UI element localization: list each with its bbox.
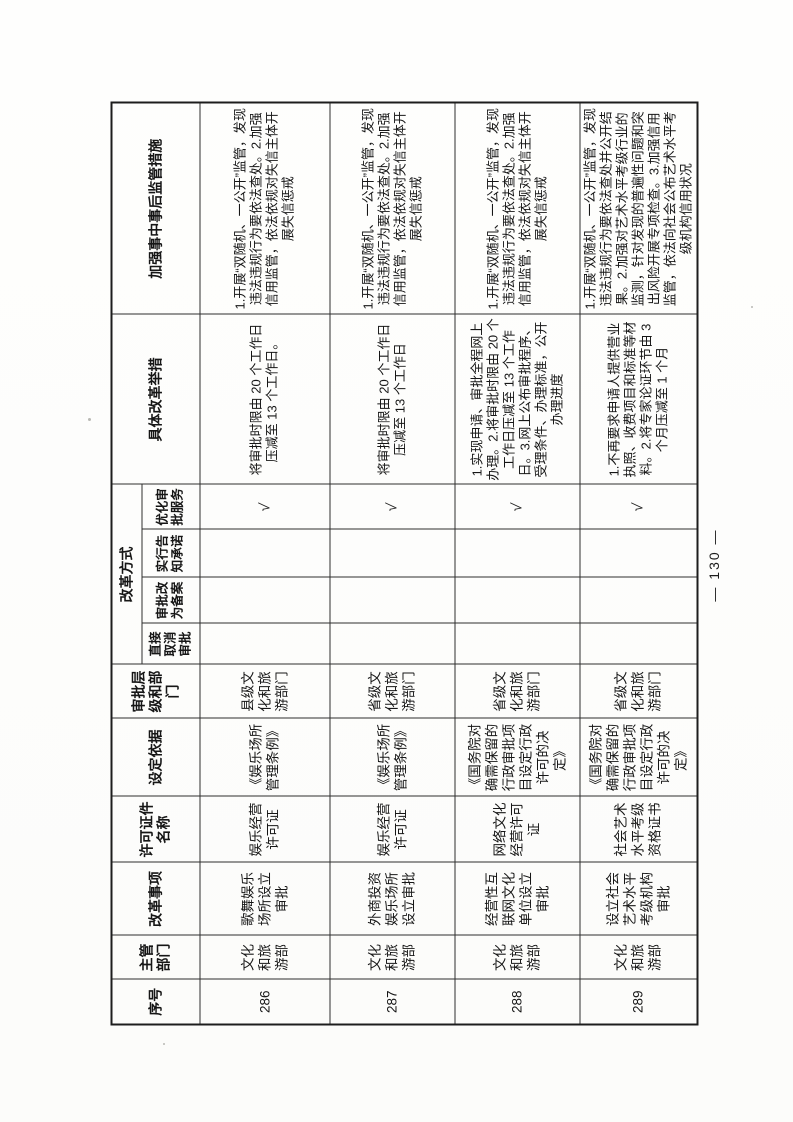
col-header-reform-item: 改革事项: [111, 862, 200, 936]
cell-mode-optimize: √: [579, 484, 697, 530]
cell-approval-level: 县级文化和旅游部门: [199, 664, 330, 719]
cell-mode-notify-commit: [579, 529, 697, 578]
cell-mode-optimize: √: [199, 484, 330, 530]
table-row-287: 287 文化和旅游部 外商投资娱乐场所设立审批 娱乐经营许可证 《娱乐场所管理条…: [329, 102, 455, 1025]
cell-license-name: 网络文化经营许可证: [454, 796, 580, 863]
cell-supervision: 1.开展“双随机、一公开”监管，发现违法违规行为要依法查处。2.加强信用监管，依…: [199, 102, 330, 315]
cell-serial: 287: [329, 979, 455, 1025]
check-icon: √: [629, 501, 647, 513]
col-header-department: 主管部门: [111, 935, 200, 980]
cell-measures: 将审批时限由 20 个工作日压减至 13 个工作日: [329, 314, 455, 485]
table-row-289: 289 文化和旅游部 设立社会艺术水平考级机构审批 社会艺术水平考级资格证书 《…: [579, 102, 697, 1025]
cell-supervision: 1.开展“双随机、一公开”监管，发现违法违规行为要依法查处并公开结果。2.加强对…: [579, 102, 697, 315]
col-header-mode-notify-commit: 实行告知承诺: [141, 529, 200, 578]
col-header-reform-mode: 改革方式: [111, 484, 142, 665]
cell-mode-notify-commit: [329, 529, 455, 578]
cell-measures: 1.实现申请、审批全程网上办理。2.将审批时限由 20 个工作日压减至 13 个…: [454, 314, 580, 485]
check-icon: √: [255, 501, 274, 513]
scan-speck: [751, 306, 753, 308]
table-body: 286 文化和旅游部 歌舞娱乐场所设立审批 娱乐经营许可证 《娱乐场所管理条例》…: [199, 102, 697, 1025]
cell-reform-item: 外商投资娱乐场所设立审批: [329, 862, 455, 936]
cell-mode-notify-commit: [454, 529, 580, 578]
cell-supervision: 1.开展“双随机、一公开”监管，发现违法违规行为要依法查处。2.加强信用监管，依…: [454, 102, 580, 315]
col-header-serial: 序号: [111, 979, 200, 1025]
cell-serial: 286: [199, 979, 330, 1025]
col-header-legal-basis: 设定依据: [111, 718, 200, 797]
table-row-286: 286 文化和旅游部 歌舞娱乐场所设立审批 娱乐经营许可证 《娱乐场所管理条例》…: [199, 102, 330, 1025]
cell-serial: 288: [454, 979, 580, 1025]
cell-mode-cancel: [199, 623, 330, 665]
cell-approval-level: 省级文化和旅游部门: [329, 664, 455, 719]
cell-approval-level: 省级文化和旅游部门: [454, 664, 580, 719]
cell-legal-basis: 《娱乐场所管理条例》: [329, 718, 455, 797]
col-header-measures: 具体改革举措: [111, 314, 200, 485]
scan-speck: [88, 418, 91, 421]
cell-reform-item: 歌舞娱乐场所设立审批: [199, 862, 330, 936]
cell-license-name: 娱乐经营许可证: [329, 796, 455, 863]
header-row-1: 序号 主管部门 改革事项 许可证件名称 设定依据 审批层级和部门 改革方式 具体…: [111, 102, 200, 1025]
check-icon: √: [508, 501, 526, 513]
cell-serial: 289: [579, 979, 697, 1025]
cell-license-name: 娱乐经营许可证: [199, 796, 330, 863]
cell-department: 文化和旅游部: [199, 935, 330, 980]
scan-speck: [163, 1043, 165, 1045]
page-number: — 130 —: [706, 528, 722, 602]
check-icon: √: [383, 501, 401, 513]
table-row-288: 288 文化和旅游部 经营性互联网文化单位设立审批 网络文化经营许可证 《国务院…: [454, 102, 580, 1025]
cell-legal-basis: 《娱乐场所管理条例》: [199, 718, 330, 797]
cell-supervision: 1.开展“双随机、一公开”监管，发现违法违规行为要依法查处。2.加强信用监管，依…: [329, 102, 455, 315]
cell-department: 文化和旅游部: [579, 935, 697, 980]
cell-mode-to-record: [199, 577, 330, 624]
cell-mode-optimize: √: [454, 484, 580, 530]
cell-reform-item: 设立社会艺术水平考级机构审批: [579, 862, 697, 936]
cell-department: 文化和旅游部: [454, 935, 580, 980]
approval-reform-table: 序号 主管部门 改革事项 许可证件名称 设定依据 审批层级和部门 改革方式 具体…: [110, 101, 698, 1026]
cell-mode-notify-commit: [199, 529, 330, 578]
cell-mode-cancel: [454, 623, 580, 665]
col-header-mode-to-record: 审批改为备案: [141, 577, 200, 624]
cell-legal-basis: 《国务院对确需保留的行政审批项目设定行政许可的决定》: [454, 718, 580, 797]
cell-mode-cancel: [579, 623, 697, 665]
cell-reform-item: 经营性互联网文化单位设立审批: [454, 862, 580, 936]
col-header-mode-cancel: 直接取消审批: [141, 623, 200, 665]
col-header-license-name: 许可证件名称: [111, 796, 200, 863]
table-header: 序号 主管部门 改革事项 许可证件名称 设定依据 审批层级和部门 改革方式 具体…: [111, 102, 200, 1025]
cell-measures: 将审批时限由 20 个工作日压减至 13 个工作日。: [199, 314, 330, 485]
cell-measures: 1.不再要求申请人提供营业执照、收费项目和标准等材料。2.将专家论证环节由 3 …: [579, 314, 697, 485]
col-header-mode-optimize: 优化审批服务: [141, 484, 200, 530]
cell-license-name: 社会艺术水平考级资格证书: [579, 796, 697, 863]
cell-legal-basis: 《国务院对确需保留的行政审批项目设定行政许可的决定》: [579, 718, 697, 797]
cell-department: 文化和旅游部: [329, 935, 455, 980]
col-header-supervision: 加强事中事后监管措施: [111, 102, 200, 315]
cell-approval-level: 省级文化和旅游部门: [579, 664, 697, 719]
cell-mode-cancel: [329, 623, 455, 665]
cell-mode-to-record: [579, 577, 697, 624]
rotated-table-container: 序号 主管部门 改革事项 许可证件名称 设定依据 审批层级和部门 改革方式 具体…: [110, 101, 698, 1026]
col-header-approval-level: 审批层级和部门: [111, 664, 200, 719]
cell-mode-to-record: [329, 577, 455, 624]
cell-mode-optimize: √: [329, 484, 455, 530]
cell-mode-to-record: [454, 577, 580, 624]
